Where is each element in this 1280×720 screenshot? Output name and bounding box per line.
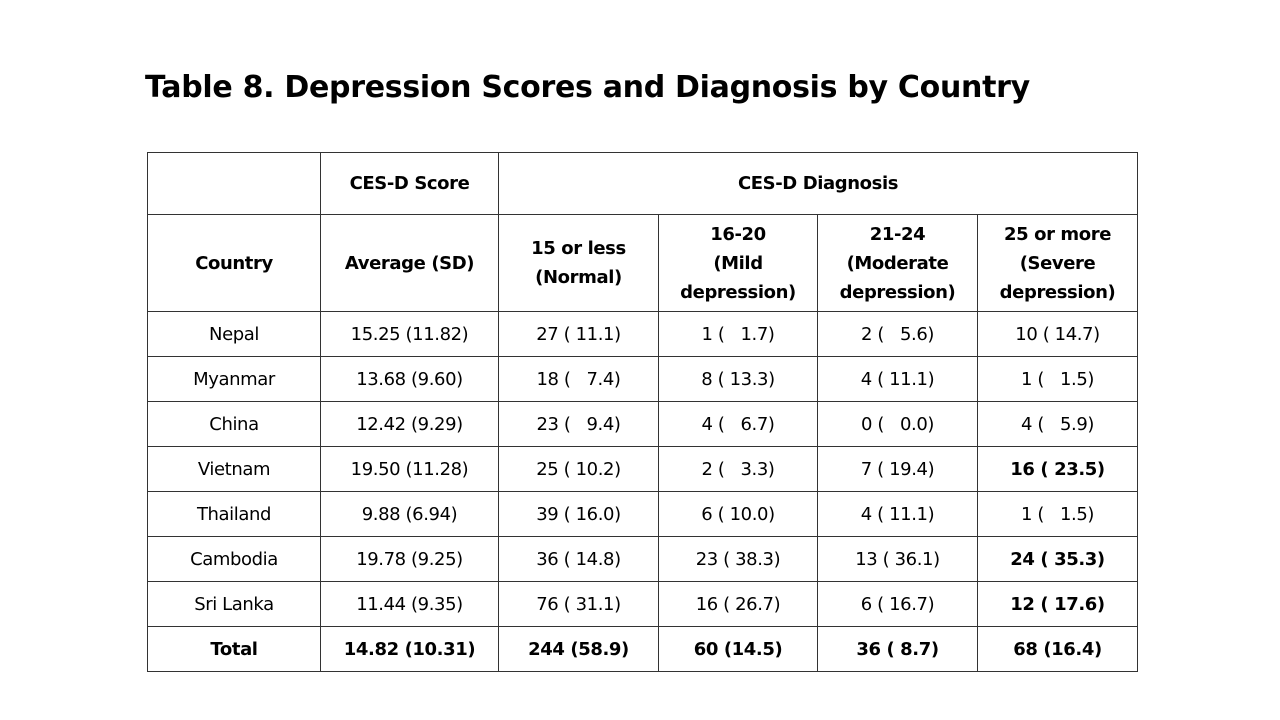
header-severe: 25 or more (Severe depression) xyxy=(976,214,1139,312)
table-row: Myanmar 13.68 (9.60) 18 ( 7.4) 8 ( 13.3) 4 (… xyxy=(147,356,1139,402)
header-range: 21-24 xyxy=(869,223,926,245)
cell-country: Thailand xyxy=(147,491,321,537)
header-label: (Normal) xyxy=(535,267,622,288)
header-label: (Moderate depression) xyxy=(839,252,956,303)
cell-average-sd: 12.42 (9.29) xyxy=(320,401,499,447)
cell-country: Myanmar xyxy=(147,356,321,402)
cell-severe: 10 ( 14.7) xyxy=(976,311,1139,357)
cell-normal: 36 ( 14.8) xyxy=(498,536,659,582)
cell-country: Total xyxy=(147,626,321,672)
cell-moderate: 2 ( 5.6) xyxy=(817,311,978,357)
cell-moderate: 7 ( 19.4) xyxy=(817,446,978,492)
cell-average-sd: 13.68 (9.60) xyxy=(320,356,499,402)
cell-mild: 8 ( 13.3) xyxy=(658,356,818,402)
header-ces-d-score: CES-D Score xyxy=(320,152,499,215)
header-blank xyxy=(147,152,321,215)
cell-average-sd: 15.25 (11.82) xyxy=(320,311,499,357)
header-row-1: CES-D Score CES-D Diagnosis xyxy=(147,152,1139,215)
table-row: Nepal 15.25 (11.82) 27 ( 11.1) 1 ( 1.7) 2 ( … xyxy=(147,311,1139,357)
cell-country: China xyxy=(147,401,321,447)
header-label: (Mild depression) xyxy=(680,252,796,303)
header-row-2: Country Average (SD) 15 or less (Normal) … xyxy=(147,214,1139,312)
table-row: Sri Lanka 11.44 (9.35) 76 ( 31.1) 16 ( 26.7… xyxy=(147,581,1139,627)
header-normal: 15 or less (Normal) xyxy=(498,214,659,312)
cell-mild: 1 ( 1.7) xyxy=(658,311,818,357)
cell-average-sd: 14.82 (10.31) xyxy=(320,626,499,672)
header-label: (Severe depression) xyxy=(999,252,1116,303)
cell-mild: 2 ( 3.3) xyxy=(658,446,818,492)
cell-severe: 12 ( 17.6) xyxy=(976,581,1139,627)
cell-normal: 244 (58.9) xyxy=(498,626,659,672)
cell-severe: 1 ( 1.5) xyxy=(976,356,1139,402)
cell-moderate: 0 ( 0.0) xyxy=(817,401,978,447)
cell-moderate: 6 ( 16.7) xyxy=(817,581,978,627)
cell-mild: 4 ( 6.7) xyxy=(658,401,818,447)
header-range: 25 or more xyxy=(1003,223,1112,245)
header-moderate: 21-24 (Moderate depression) xyxy=(817,214,978,312)
cell-average-sd: 19.50 (11.28) xyxy=(320,446,499,492)
cell-country: Cambodia xyxy=(147,536,321,582)
cell-normal: 18 ( 7.4) xyxy=(498,356,659,402)
total-row: Total 14.82 (10.31) 244 (58.9) 60 (14.5) 36 … xyxy=(147,626,1139,672)
header-range: 15 or less xyxy=(531,238,626,259)
header-range: 16-20 xyxy=(710,223,766,245)
cell-country: Vietnam xyxy=(147,446,321,492)
cell-moderate: 36 ( 8.7) xyxy=(817,626,978,672)
table-row: China 12.42 (9.29) 23 ( 9.4) 4 ( 6.7) 0 ( 0.… xyxy=(147,401,1139,447)
cell-normal: 39 ( 16.0) xyxy=(498,491,659,537)
cell-average-sd: 11.44 (9.35) xyxy=(320,581,499,627)
cell-mild: 16 ( 26.7) xyxy=(658,581,818,627)
cell-normal: 76 ( 31.1) xyxy=(498,581,659,627)
cell-mild: 23 ( 38.3) xyxy=(658,536,818,582)
table-row: Thailand 9.88 (6.94) 39 ( 16.0) 6 ( 10.0) 4 … xyxy=(147,491,1139,537)
cell-severe: 68 (16.4) xyxy=(976,626,1139,672)
cell-average-sd: 19.78 (9.25) xyxy=(320,536,499,582)
cell-severe: 16 ( 23.5) xyxy=(976,446,1139,492)
table-title: Table 8. Depression Scores and Diagnosis… xyxy=(145,70,1030,105)
cell-severe: 1 ( 1.5) xyxy=(976,491,1139,537)
table-body: Nepal 15.25 (11.82) 27 ( 11.1) 1 ( 1.7) 2 ( … xyxy=(147,311,1139,672)
header-average: Average (SD) xyxy=(320,214,499,312)
header-country: Country xyxy=(147,214,321,312)
cell-country: Sri Lanka xyxy=(147,581,321,627)
header-mild: 16-20 (Mild depression) xyxy=(658,214,818,312)
cell-normal: 25 ( 10.2) xyxy=(498,446,659,492)
cell-moderate: 13 ( 36.1) xyxy=(817,536,978,582)
cell-mild: 6 ( 10.0) xyxy=(658,491,818,537)
cell-mild: 60 (14.5) xyxy=(658,626,818,672)
cell-moderate: 4 ( 11.1) xyxy=(817,491,978,537)
table-row: Cambodia 19.78 (9.25) 36 ( 14.8) 23 ( 38.3)… xyxy=(147,536,1139,582)
cell-moderate: 4 ( 11.1) xyxy=(817,356,978,402)
cell-average-sd: 9.88 (6.94) xyxy=(320,491,499,537)
cell-normal: 27 ( 11.1) xyxy=(498,311,659,357)
table-row: Vietnam 19.50 (11.28) 25 ( 10.2) 2 ( 3.3) 7 … xyxy=(147,446,1139,492)
header-ces-d-diagnosis: CES-D Diagnosis xyxy=(497,152,1139,215)
cell-severe: 4 ( 5.9) xyxy=(976,401,1139,447)
cell-severe: 24 ( 35.3) xyxy=(976,536,1139,582)
cell-normal: 23 ( 9.4) xyxy=(498,401,659,447)
depression-table: CES-D Score CES-D Diagnosis Country Aver… xyxy=(147,152,1139,672)
cell-country: Nepal xyxy=(147,311,321,357)
